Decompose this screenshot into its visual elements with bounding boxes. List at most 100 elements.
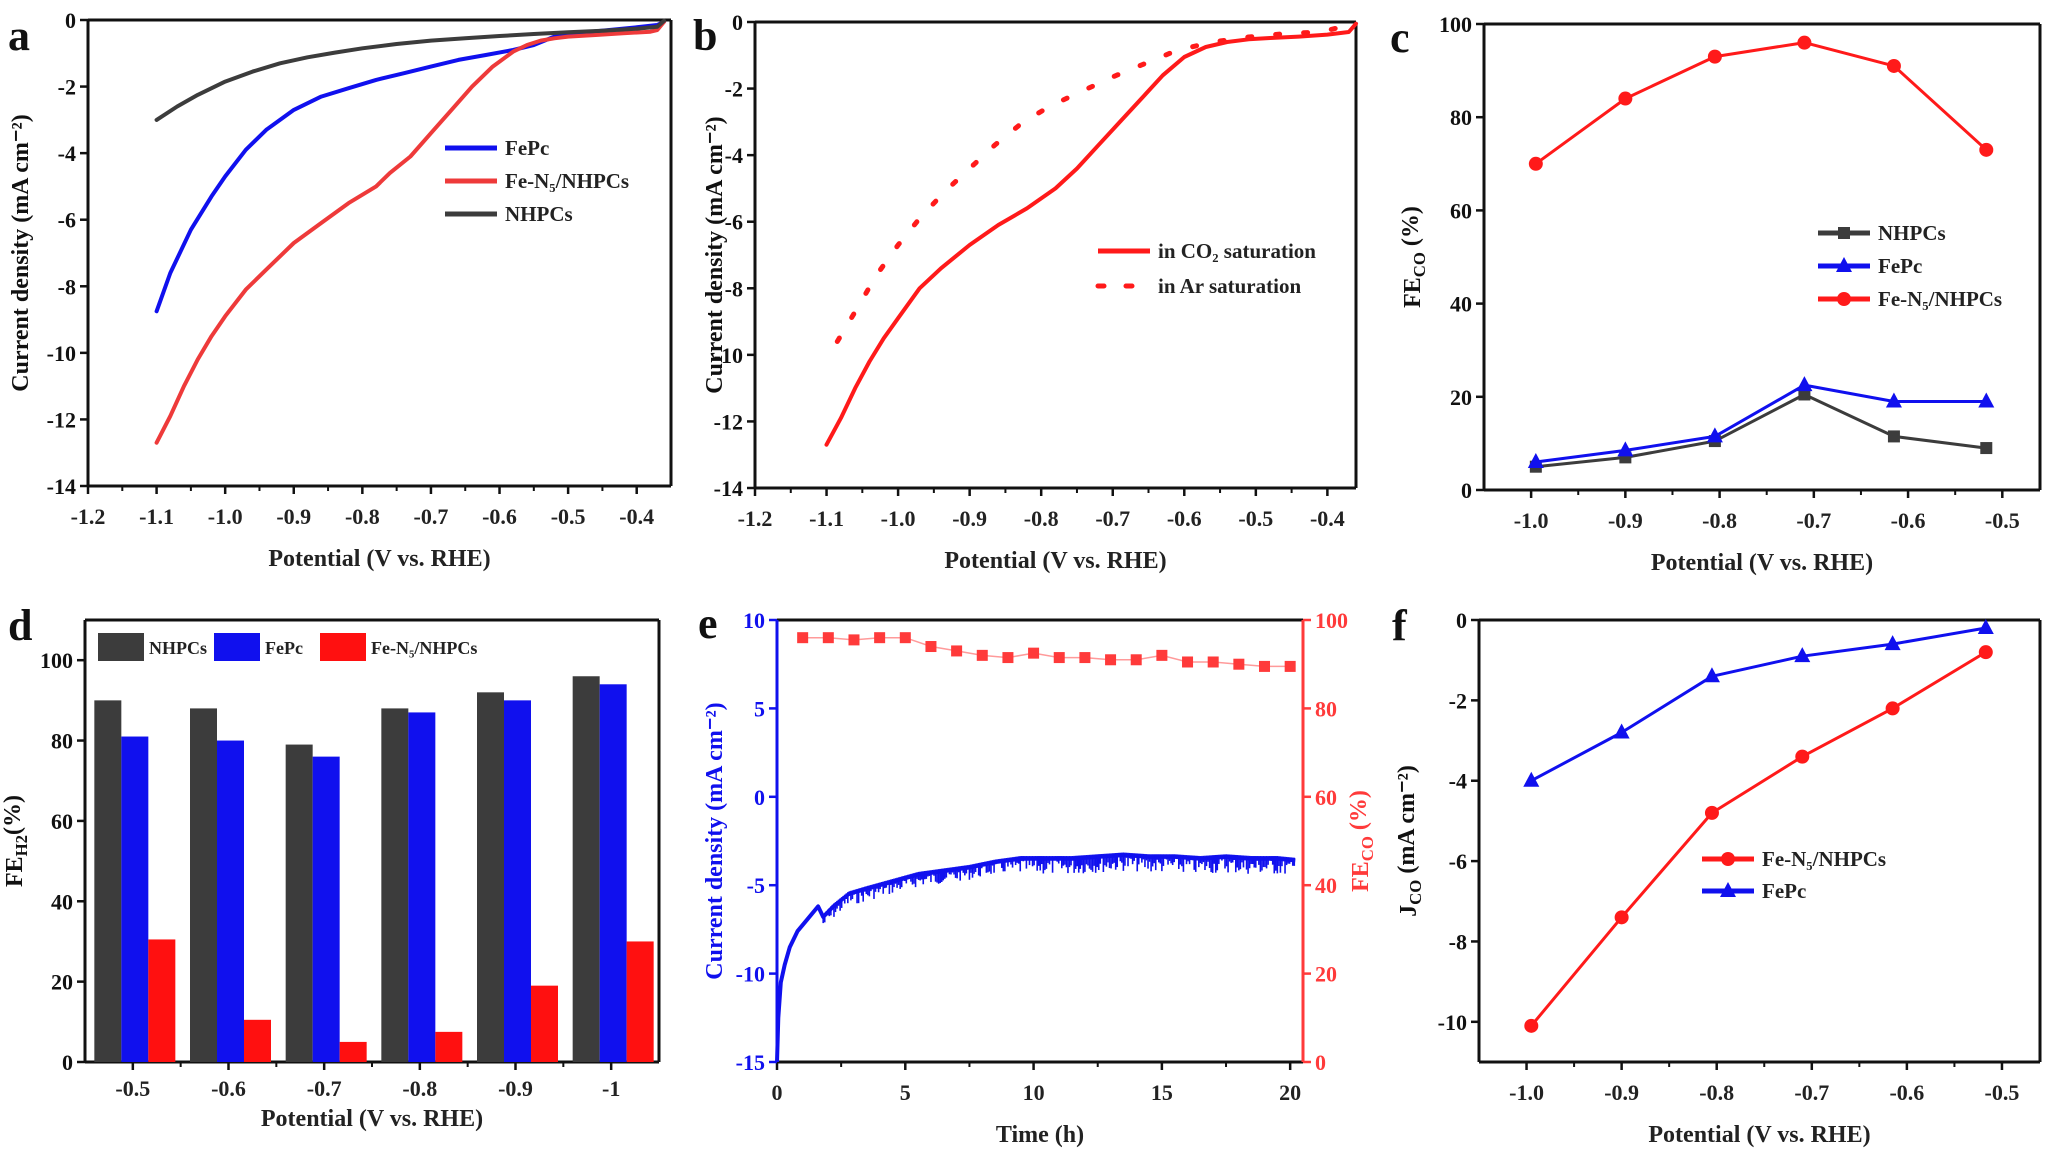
series-fe-n-nhpcs — [154, 19, 667, 445]
legend-label: FePc — [1762, 879, 1806, 903]
series-fe-n-nhpcs — [1524, 645, 1993, 1033]
panel-a: a -1.2 -1.1 -1.0 -0.9 -0.8 -0.7 -0.6 -0.5 -0.4 Pot… — [8, 8, 673, 572]
x-tick-label: -0.5 — [1238, 506, 1273, 531]
y-tick-label: -12 — [714, 409, 743, 434]
x-tick-label: -0.6 — [211, 1076, 246, 1101]
y-tick-label: -10 — [714, 343, 743, 368]
data-point — [1703, 667, 1720, 683]
legend-label: FePc — [265, 638, 303, 658]
series-in-ar-saturation — [834, 22, 1352, 344]
legend-swatch — [98, 633, 144, 661]
x-tick-label: -0.9 — [276, 504, 311, 529]
x-tick-label: -1.2 — [738, 506, 773, 531]
x-tick-label: 0 — [772, 1080, 783, 1105]
x-tick-label: -0.8 — [1702, 508, 1737, 533]
series-fepc — [154, 19, 667, 314]
legend-item: Fe-N₅/NHPCs — [1702, 847, 1886, 871]
series-line — [824, 21, 1358, 447]
y-tick-label: 100 — [40, 648, 73, 673]
bar-nhpcs — [190, 708, 217, 1062]
y-tick-label: -14 — [714, 476, 743, 501]
data-point — [899, 632, 911, 644]
series-line — [1534, 393, 1988, 469]
x-tick-label: -0.5 — [551, 504, 586, 529]
legend-label: Fe-N₅/NHPCs — [505, 169, 629, 193]
y-tick-label: -10 — [736, 962, 765, 987]
data-point — [1130, 654, 1142, 666]
series-current-density — [775, 852, 1296, 1063]
legend-item: Fe-N₅/NHPCs — [445, 169, 629, 193]
data-point — [1053, 652, 1065, 664]
data-point — [1704, 805, 1719, 820]
data-point — [1980, 442, 1993, 455]
x-axis-title: Potential (V vs. RHE) — [268, 546, 490, 572]
bar-nhpcs — [477, 692, 504, 1062]
data-point — [1207, 656, 1219, 668]
series-line — [1529, 626, 1988, 783]
legend: FePc Fe-N₅/NHPCs NHPCs — [445, 136, 629, 226]
series-line — [775, 853, 1296, 1063]
x-tick-label: -0.6 — [1891, 508, 1926, 533]
legend-label: FePc — [505, 136, 549, 160]
legend-marker — [1721, 852, 1735, 866]
series-fe-n-nhpcs — [1528, 35, 1994, 171]
x-tick-label: -1.0 — [1509, 1080, 1544, 1105]
panel-letter: e — [698, 599, 718, 648]
data-point — [1523, 771, 1540, 787]
y-axis-title: JCO (mA cm⁻²) — [1394, 765, 1425, 917]
y-tick-label: -12 — [47, 407, 76, 432]
x-tick-label: -0.6 — [1167, 506, 1202, 531]
legend-item: in Ar saturation — [1095, 274, 1301, 298]
y-right-axis-title: FECO (%) — [1346, 790, 1377, 892]
x-tick-label: -1.0 — [881, 506, 916, 531]
x-tick-label: -0.7 — [1794, 1080, 1829, 1105]
y-axis-title: Current density (mA cm⁻²) — [8, 114, 34, 391]
bar-fe-n-nhpcs — [626, 941, 654, 1062]
legend-item: Fe-N₅/NHPCs — [320, 633, 477, 661]
legend-label: in Ar saturation — [1158, 274, 1301, 298]
data-point — [1797, 35, 1812, 50]
data-point — [1887, 430, 1900, 443]
bar-fe-n-nhpcs — [339, 1041, 367, 1062]
data-point — [1614, 910, 1629, 925]
legend-label: FePc — [1878, 254, 1922, 278]
data-point — [1795, 749, 1810, 764]
legend-marker — [1837, 292, 1851, 306]
y-tick-label: -6 — [58, 208, 76, 233]
bar-fe-n-nhpcs — [435, 1031, 463, 1062]
x-axis-title: Time (h) — [996, 1122, 1084, 1148]
y-tick-label: 0 — [1461, 478, 1472, 503]
data-point — [1002, 652, 1014, 664]
y-right-tick-label: 80 — [1315, 696, 1337, 721]
y-axis-title: FECO (%) — [1398, 206, 1429, 308]
x-tick-label: -0.6 — [1889, 1080, 1924, 1105]
data-point — [1079, 652, 1091, 664]
y-right-tick-label: 100 — [1315, 608, 1348, 633]
legend-item: NHPCs — [445, 202, 573, 226]
y-tick-label: 40 — [1450, 292, 1472, 317]
series-nhpcs — [154, 18, 667, 122]
y-tick-label: -8 — [725, 276, 743, 301]
y-tick-label: -8 — [58, 274, 76, 299]
y-tick-label: 10 — [743, 608, 765, 633]
series-line — [834, 22, 1352, 344]
series-fepc — [1523, 619, 1994, 787]
y-right-tick-label: 40 — [1315, 873, 1337, 898]
legend-item: in CO₂ saturation — [1098, 239, 1316, 263]
data-point — [1794, 647, 1811, 663]
y-tick-label: 5 — [754, 696, 765, 721]
bar-fepc — [217, 740, 244, 1062]
x-tick-label: -0.7 — [1095, 506, 1130, 531]
legend: in CO₂ saturation in Ar saturation — [1095, 239, 1316, 298]
y-axis-title: Current density (mA cm⁻²) — [702, 702, 728, 979]
data-point — [1233, 658, 1245, 670]
x-tick-label: -0.9 — [1608, 508, 1643, 533]
data-point — [1182, 656, 1194, 668]
bar-fepc — [312, 756, 340, 1062]
y-tick-label: -10 — [47, 341, 76, 366]
bar-nhpcs — [285, 744, 313, 1062]
data-point — [1886, 58, 1901, 73]
x-tick-label: -0.8 — [1024, 506, 1059, 531]
data-point — [848, 634, 860, 646]
y-tick-label: -2 — [58, 75, 76, 100]
